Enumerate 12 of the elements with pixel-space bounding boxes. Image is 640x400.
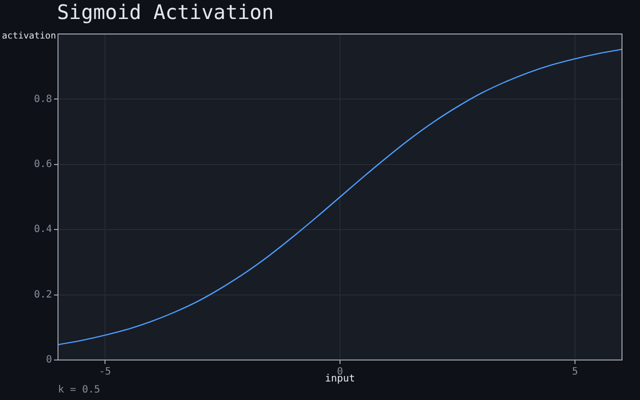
text: k = 0.5: [58, 384, 100, 396]
x-axis-title: input: [324, 374, 356, 385]
x-tick-label: 5: [572, 366, 578, 378]
y-tick-label: 0.8: [34, 94, 52, 105]
chart-title: Sigmoid Activation: [57, 0, 274, 24]
y-tick-label: 0.2: [34, 289, 52, 300]
y-axis-title: activation: [2, 31, 56, 42]
y-tick-label: 0.4: [34, 224, 52, 236]
y-tick-label: 0: [46, 354, 52, 366]
x-tick-label: -5: [98, 366, 112, 378]
line-series: [58, 48, 622, 346]
y-tick-label: 0.6: [34, 158, 52, 170]
